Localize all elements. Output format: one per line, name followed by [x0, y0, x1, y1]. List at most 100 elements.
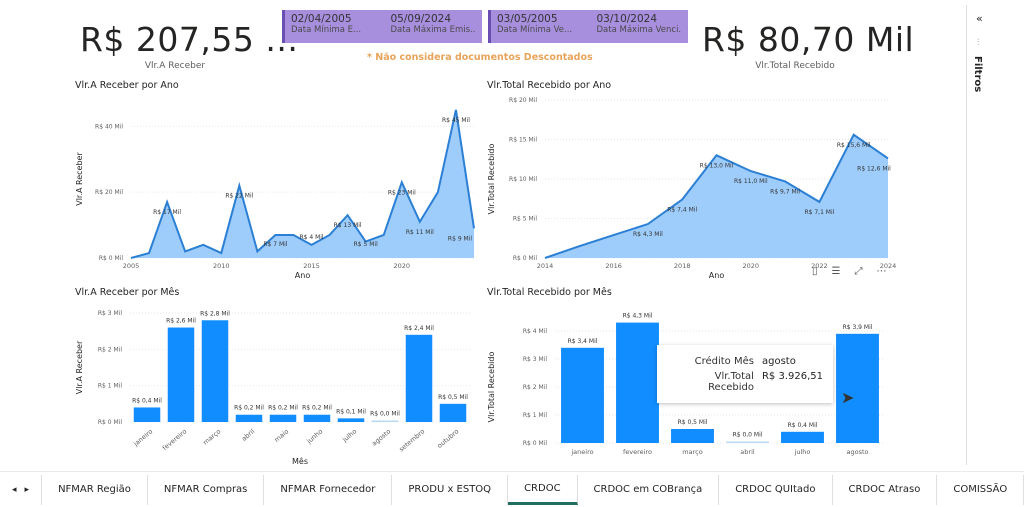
data-label: R$ 0,5 Mil	[438, 394, 468, 401]
tab-nfmar-fornecedor[interactable]: NFMAR Fornecedor	[264, 474, 393, 505]
tab-nfmar-compras[interactable]: NFMAR Compras	[148, 474, 265, 505]
x-tick-label: fevereiro	[623, 448, 652, 456]
data-label: R$ 12,6 Mil	[857, 165, 891, 172]
tooltip-value: agosto	[761, 355, 796, 367]
more-options-icon[interactable]: ⋯	[876, 266, 887, 277]
min-emission-date[interactable]: 02/04/2005	[291, 13, 352, 25]
filters-pane-label[interactable]: Filtros	[972, 56, 983, 93]
data-label: R$ 0,2 Mil	[302, 405, 332, 412]
x-tick-label: 2010	[213, 262, 230, 270]
x-tick-label: 2020	[743, 262, 760, 270]
bar	[726, 441, 769, 443]
area-fill	[545, 134, 888, 258]
x-tick-label: julho	[794, 448, 811, 456]
series-line	[544, 133, 889, 259]
y-tick-label: R$ 1 Mil	[98, 383, 122, 390]
data-label: R$ 23 Mil	[388, 189, 416, 196]
data-label: R$ 0,4 Mil	[788, 422, 818, 429]
tooltip-key: Crédito Mês	[694, 355, 754, 367]
tab-nav: ◂ ▸	[0, 474, 43, 505]
tooltip-value: R$ 3.926,51	[761, 370, 823, 382]
y-tick-label: R$ 20 Mil	[95, 189, 123, 196]
y-tick-label: R$ 15 Mil	[509, 137, 537, 144]
data-label: R$ 3,9 Mil	[843, 324, 873, 331]
bar	[269, 414, 297, 422]
max-due-label: Data Máxima Venci...	[596, 25, 683, 35]
tab-list: NFMAR Região NFMAR Compras NFMAR Fornecedo…	[42, 474, 1024, 505]
x-tick-label: abril	[240, 427, 256, 443]
data-label: R$ 0,2 Mil	[234, 405, 264, 412]
x-tick-label: fevereiro	[161, 427, 188, 452]
prev-page-icon[interactable]: ◂	[12, 484, 17, 495]
data-label: R$ 0,0 Mil	[733, 432, 763, 439]
expand-icon[interactable]: ⤢	[854, 266, 863, 277]
bar	[781, 431, 824, 443]
tooltip: Crédito Mês agosto Vlr.Total Recebido R$ 3…	[657, 345, 833, 403]
data-label: R$ 22 Mil	[225, 193, 253, 200]
double-chevron-left-icon[interactable]: «	[976, 12, 983, 25]
note-text: * Não considera documentos Descontados	[367, 52, 593, 63]
kpi-total-recebido-label: Vlr.Total Recebido	[755, 61, 835, 71]
data-label: R$ 4,3 Mil	[633, 231, 663, 238]
series-line	[130, 109, 475, 259]
visual-header: ▯ ☰ ⤢ ⋯	[812, 266, 886, 277]
y-tick-label: R$ 3 Mil	[523, 356, 547, 363]
bar	[337, 418, 365, 422]
y-tick-label: R$ 1 Mil	[523, 412, 547, 419]
x-tick-label: outubro	[436, 427, 461, 449]
tooltip-key: Vlr.Total Recebido	[708, 370, 754, 393]
data-label: R$ 4,3 Mil	[623, 313, 653, 320]
y-tick-label: R$ 4 Mil	[523, 328, 547, 335]
data-label: R$ 0,1 Mil	[336, 408, 366, 415]
max-due-date[interactable]: 03/10/2024	[596, 13, 658, 25]
min-emission-label: Data Mínima E...	[291, 25, 362, 35]
tab-crdoc-atraso[interactable]: CRDOC Atraso	[833, 474, 938, 505]
charts-canvas[interactable]: R$ 0 Mil R$ 20 Mil R$ 40 Mil Vlr.A Receber A…	[0, 0, 966, 470]
filter-icon[interactable]: ☰	[831, 266, 841, 277]
data-label: R$ 5 Mil	[354, 241, 378, 248]
chart-title: Vlr.A Receber por Mês	[75, 287, 180, 298]
data-label: R$ 2,4 Mil	[404, 325, 434, 332]
data-label: R$ 11,0 Mil	[734, 178, 768, 185]
y-tick-label: R$ 2 Mil	[98, 346, 122, 353]
y-tick-label: R$ 0 Mil	[99, 255, 123, 262]
max-emission-date[interactable]: 05/09/2024	[390, 13, 452, 25]
min-due-date[interactable]: 03/05/2005	[497, 13, 558, 25]
tab-produ-x-estoq[interactable]: PRODU x ESTOQ	[392, 474, 509, 505]
bar	[167, 327, 195, 422]
data-label: R$ 0,5 Mil	[678, 419, 708, 426]
data-label: R$ 7 Mil	[263, 241, 287, 248]
bar	[235, 414, 263, 422]
x-tick-label: 2018	[674, 262, 691, 270]
mouse-cursor-icon: ➤	[841, 388, 855, 407]
x-tick-label: setembro	[397, 427, 426, 453]
next-page-icon[interactable]: ▸	[24, 484, 30, 495]
data-label: R$ 0,0 Mil	[370, 411, 400, 418]
chart-title: Vlr.A Receber por Ano	[75, 80, 179, 91]
tab-crdoc-em-cobran-a[interactable]: CRDOC em COBrança	[578, 474, 720, 505]
bar	[671, 429, 714, 443]
y-tick-label: R$ 40 Mil	[95, 123, 123, 130]
tab-crdoc-quitado[interactable]: CRDOC QUItado	[719, 474, 833, 505]
x-tick-label: agosto	[370, 427, 392, 447]
page-tabs: ◂ ▸ NFMAR Região NFMAR Compras NFMAR Fornec…	[0, 471, 1024, 507]
x-tick-label: 2005	[123, 262, 140, 270]
bar	[405, 334, 433, 422]
x-axis-label: Mês	[292, 456, 308, 466]
tab-crdoc[interactable]: CRDOC	[508, 474, 578, 505]
x-tick-label: abril	[740, 448, 755, 456]
x-axis-label: Ano	[709, 271, 725, 280]
x-tick-label: agosto	[847, 448, 869, 456]
data-label: R$ 7,1 Mil	[804, 209, 834, 216]
tab-comiss-o[interactable]: COMISSÃO	[937, 474, 1024, 505]
y-tick-label: R$ 0 Mil	[513, 255, 537, 262]
focus-mode-icon[interactable]: ▯	[812, 266, 818, 277]
x-tick-label: março	[682, 448, 702, 456]
bar	[616, 322, 659, 443]
emission-date-slicer[interactable]: 02/04/2005 Data Mínima E... 05/09/2024 Dat…	[282, 10, 482, 43]
data-label: R$ 0,2 Mil	[268, 405, 298, 412]
x-tick-label: 2020	[394, 262, 411, 270]
due-date-slicer[interactable]: 03/05/2005 Data Mínima Ve... 03/10/2024 Da…	[488, 10, 688, 43]
tab-nfmar-regi-o[interactable]: NFMAR Região	[42, 474, 148, 505]
filter-icon: ⫶	[977, 38, 980, 48]
